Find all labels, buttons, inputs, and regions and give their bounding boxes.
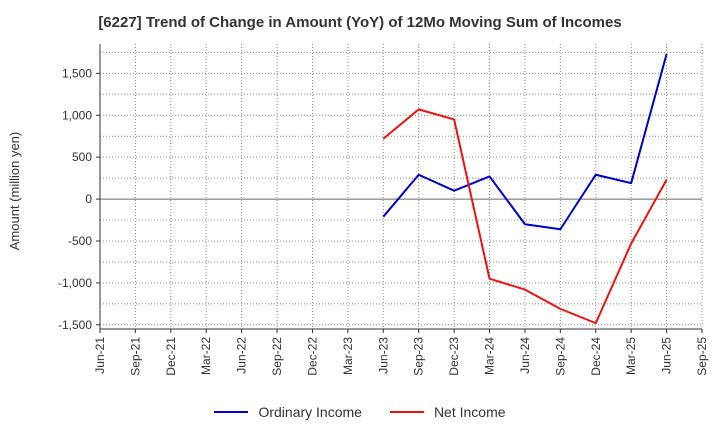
- x-tick-label: Dec-21: [164, 337, 178, 376]
- series-lines: [382, 53, 668, 325]
- x-tick-label: Sep-22: [270, 337, 284, 376]
- legend-swatch-ordinary-income: [214, 411, 249, 413]
- x-tick-label: Sep-21: [128, 337, 142, 376]
- y-tick-label: -1,500: [58, 318, 92, 332]
- y-axis-label: Amount (million yen): [7, 132, 22, 251]
- grid: [99, 44, 703, 329]
- legend-item-net-income: Net Income: [389, 404, 506, 420]
- series-line-net-income: [382, 108, 668, 325]
- x-tick-label: Mar-23: [341, 337, 355, 375]
- series-line-ordinary-income: [382, 53, 668, 231]
- x-tick-label: Jun-25: [660, 337, 674, 374]
- x-tick-label: Sep-23: [412, 337, 426, 376]
- x-tick-label: Jun-23: [376, 337, 390, 374]
- y-tick-label: -500: [68, 234, 92, 248]
- y-tick-label: -1,000: [58, 276, 92, 290]
- x-tick-label: Jun-21: [93, 337, 107, 374]
- x-tick-label: Dec-24: [589, 337, 603, 376]
- x-tick-label: Jun-22: [235, 337, 249, 374]
- y-tick-label: 500: [72, 150, 92, 164]
- plot-area: [100, 44, 702, 329]
- x-tick-label: Sep-25: [695, 337, 709, 376]
- y-tick-label: 1,000: [62, 108, 92, 122]
- x-tick-label: Sep-24: [553, 337, 567, 376]
- x-tick-label: Jun-24: [518, 337, 532, 374]
- chart-title: [6227] Trend of Change in Amount (YoY) o…: [98, 14, 622, 31]
- legend-item-ordinary-income: Ordinary Income: [214, 404, 362, 420]
- legend-label-ordinary-income: Ordinary Income: [258, 404, 362, 420]
- x-tick-label: Mar-22: [199, 337, 213, 375]
- y-tick-label: 1,500: [62, 66, 92, 80]
- x-tick-label: Dec-23: [447, 337, 461, 376]
- legend-label-net-income: Net Income: [433, 404, 506, 420]
- x-tick-label: Mar-24: [483, 337, 497, 375]
- x-tick-label: Dec-22: [305, 337, 319, 376]
- y-tick-label: 0: [85, 192, 92, 206]
- x-tick-label: Mar-25: [624, 337, 638, 375]
- legend: Ordinary Income Net Income: [0, 404, 720, 420]
- legend-swatch-net-income: [389, 411, 424, 413]
- y-tick-labels: 1,500 1,000 500 0 -500 -1,000 -1,500: [58, 66, 92, 331]
- x-tick-labels: Jun-21 Sep-21 Dec-21 Mar-22 Jun-22 Sep-22 Dec-…: [93, 337, 709, 376]
- axes: [96, 44, 703, 333]
